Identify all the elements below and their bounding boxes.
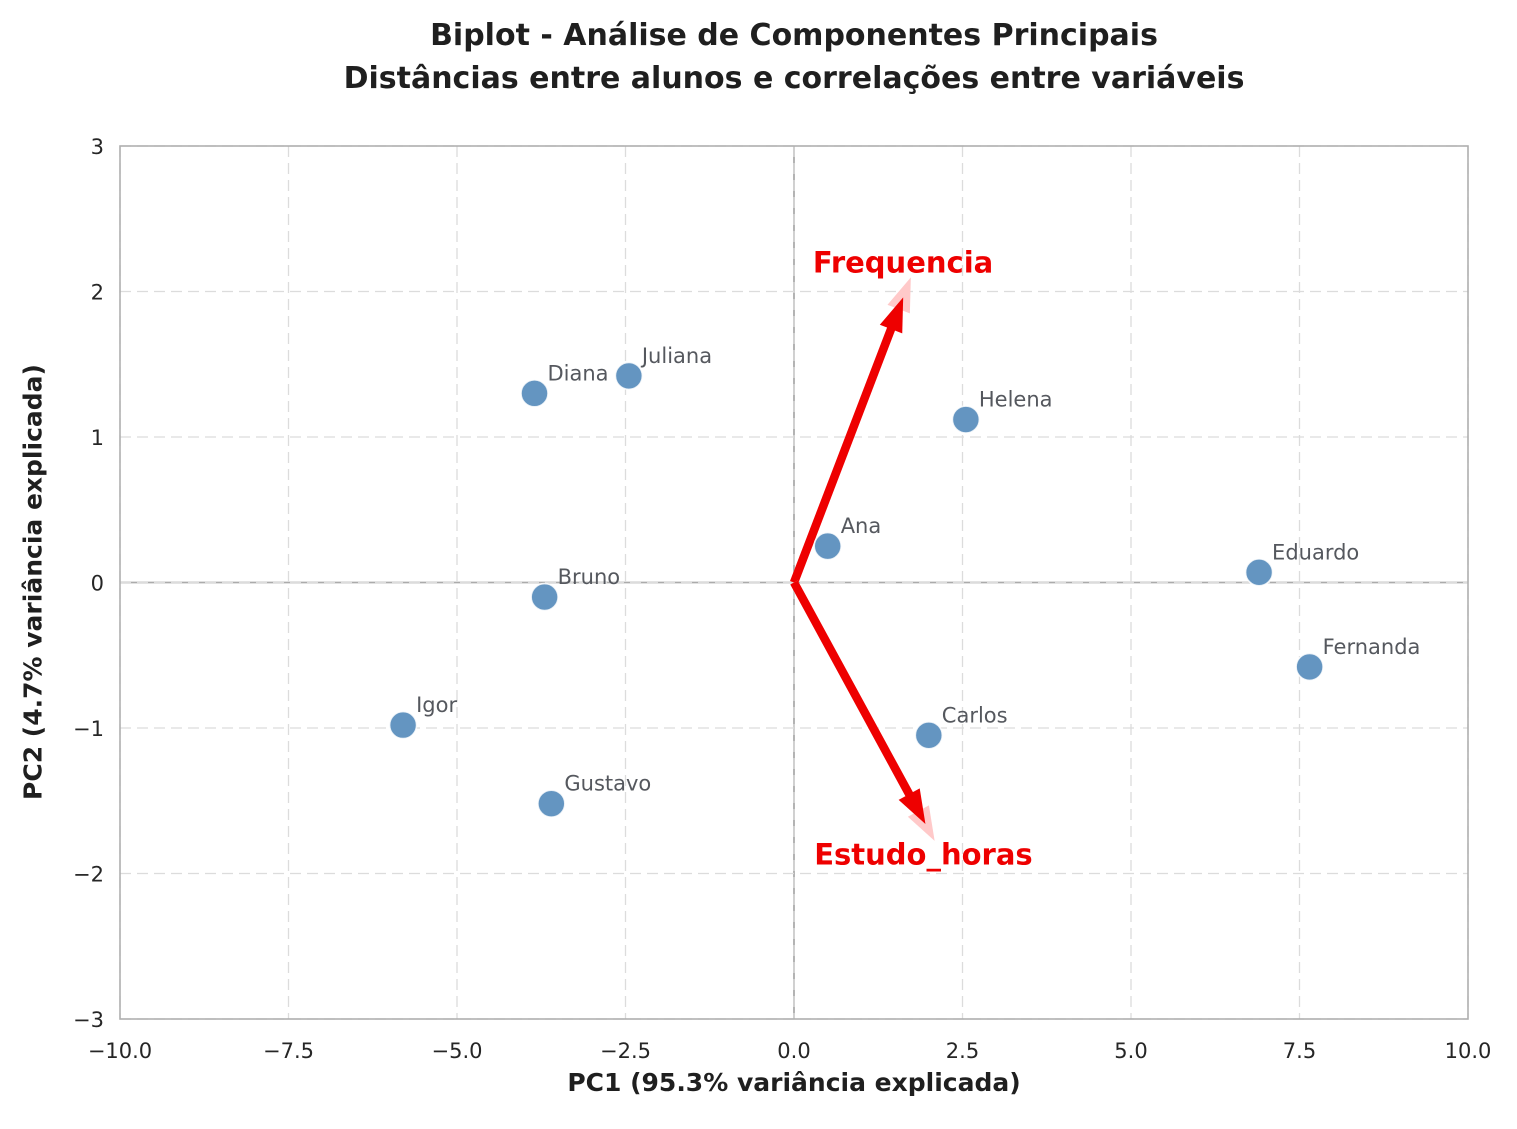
point-label-helena: Helena — [979, 388, 1053, 412]
data-point-ana — [813, 531, 843, 561]
data-point-juliana — [614, 361, 644, 391]
x-tick-label: 0.0 — [777, 1039, 810, 1063]
chart-title: Biplot - Análise de Componentes Principa… — [120, 14, 1468, 100]
x-axis-label: PC1 (95.3% variância explicada) — [567, 1068, 1021, 1097]
vector-arrow-estudo-horas-shaft — [790, 580, 915, 800]
vector-underlay-estudo-horas-head — [907, 805, 935, 841]
point-label-gustavo: Gustavo — [564, 772, 651, 796]
x-tick-label: 7.5 — [1283, 1039, 1316, 1063]
data-point-gustavo — [537, 789, 566, 818]
x-tick-label: −7.5 — [263, 1039, 314, 1063]
point-label-diana: Diana — [548, 361, 609, 385]
x-tick-label: 10.0 — [1445, 1039, 1492, 1063]
data-point-carlos — [914, 720, 944, 750]
x-tick-label: −5.0 — [432, 1039, 483, 1063]
point-label-bruno: Bruno — [558, 565, 621, 589]
chart-title-line1: Biplot - Análise de Componentes Principa… — [430, 18, 1158, 53]
plot-border — [119, 145, 1469, 1020]
y-tick-label: −3 — [73, 1008, 104, 1032]
data-point-diana — [520, 379, 549, 408]
y-tick-label: 0 — [91, 572, 104, 596]
y-tick-label: 2 — [91, 281, 104, 305]
point-label-juliana: Juliana — [640, 344, 712, 368]
point-label-igor: Igor — [416, 693, 457, 717]
data-point-bruno — [530, 582, 559, 612]
vector-label-frequencia: Frequencia — [813, 245, 993, 279]
vector-arrow-frequencia-head — [879, 297, 904, 334]
data-point-eduardo — [1244, 558, 1274, 587]
x-tick-label: 2.5 — [946, 1039, 979, 1063]
point-label-fernanda: Fernanda — [1323, 635, 1421, 659]
data-point-fernanda — [1295, 652, 1324, 682]
vector-underlay-frequencia-head — [887, 277, 911, 314]
y-axis-label: PC2 (4.7% variância explicada) — [18, 364, 48, 800]
x-tick-label: −10.0 — [88, 1039, 152, 1063]
data-point-igor — [388, 710, 418, 740]
x-tick-label: −2.5 — [600, 1039, 651, 1063]
vector-arrow-frequencia-shaft — [790, 323, 897, 585]
vector-label-estudo-horas: Estudo_horas — [814, 838, 1032, 872]
point-label-carlos: Carlos — [942, 703, 1008, 727]
point-label-ana: Ana — [841, 514, 882, 538]
y-tick-label: 1 — [91, 426, 104, 450]
y-tick-label: −1 — [73, 717, 104, 741]
vector-arrow-estudo-horas-head — [898, 788, 926, 825]
x-tick-label: 5.0 — [1114, 1039, 1147, 1063]
data-point-helena — [951, 405, 981, 434]
point-label-eduardo: Eduardo — [1272, 540, 1359, 564]
y-tick-label: 3 — [91, 135, 104, 159]
y-tick-label: −2 — [73, 863, 104, 887]
chart-title-line2: Distâncias entre alunos e correlações en… — [343, 61, 1245, 96]
